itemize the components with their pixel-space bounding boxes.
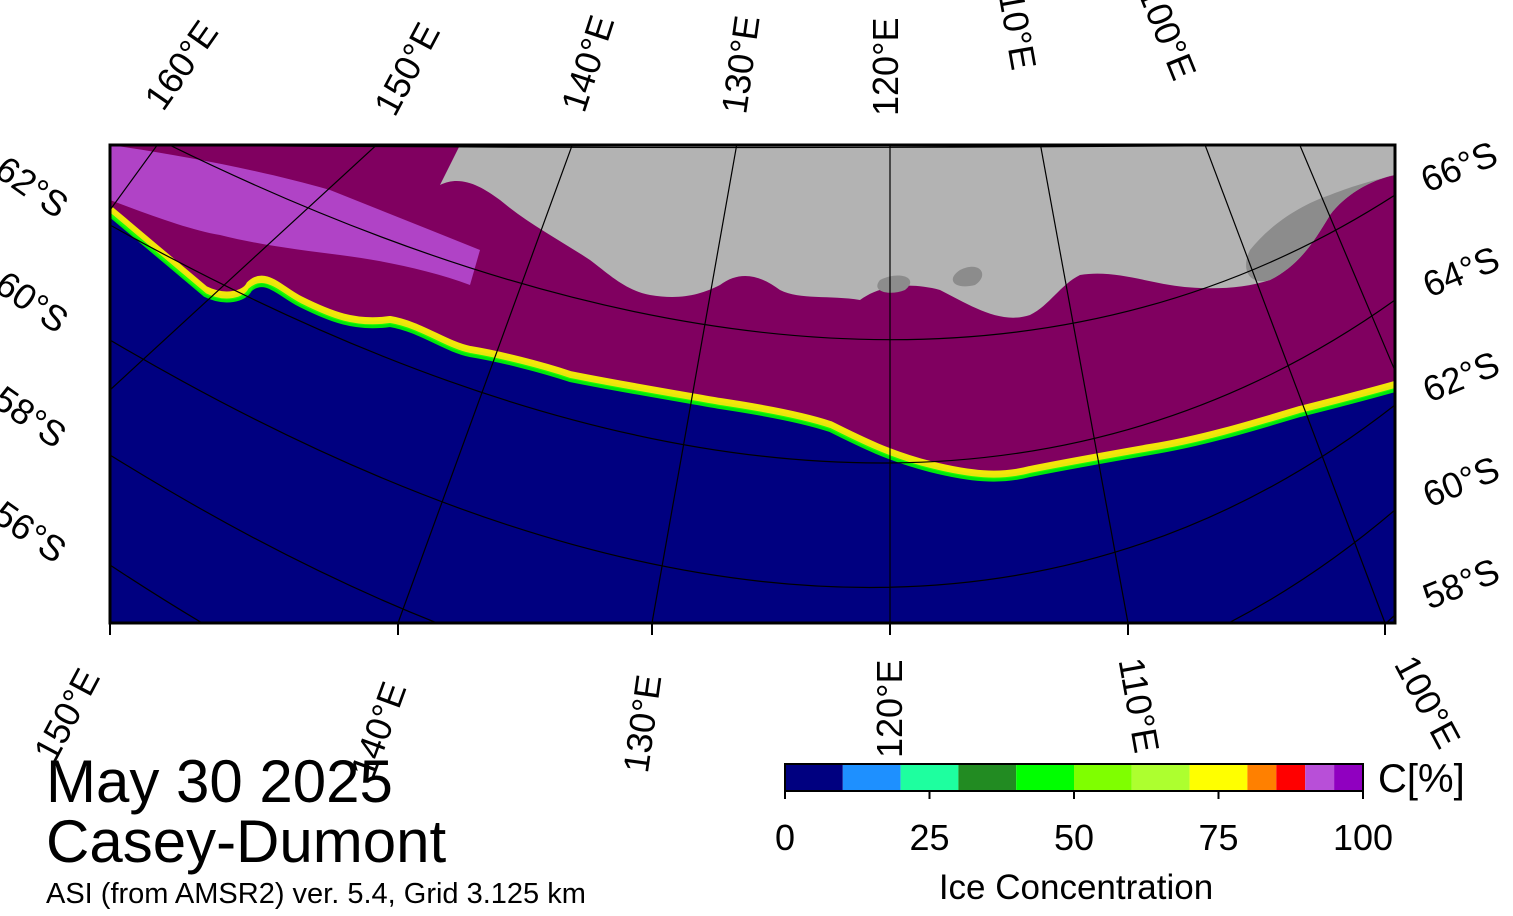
frame-ticks — [109, 623, 1386, 635]
region-label: Casey-Dumont — [46, 808, 447, 875]
bottom-lon-label-120: 120°E — [869, 659, 910, 758]
source-label: ASI (from AMSR2) ver. 5.4, Grid 3.125 km — [46, 878, 586, 910]
colorbar-unit: C[%] — [1378, 757, 1465, 801]
ice-shelf-area — [877, 175, 1395, 293]
colorbar-tick-label-3: 75 — [1198, 817, 1239, 858]
colorbar-tick-label-2: 50 — [1053, 817, 1095, 858]
antarctica-land — [440, 145, 1395, 318]
map-content — [110, 145, 1395, 623]
marginal-ice-area — [110, 145, 480, 285]
ice-edge-green — [110, 213, 1395, 482]
colorbar-tick-label-0: 0 — [774, 817, 796, 858]
ice-edge-band — [110, 206, 1395, 479]
longitude-lines — [110, 145, 1395, 623]
colorbar-tick-label-1: 25 — [909, 817, 950, 858]
map-frame — [108, 143, 1397, 625]
top-lon-label-120: 120°E — [865, 17, 906, 116]
colorbar-tick-label-4: 100 — [1332, 817, 1394, 858]
colorbar-title: Ice Concentration — [938, 868, 1214, 907]
date-label: May 30 2025 — [46, 748, 393, 815]
